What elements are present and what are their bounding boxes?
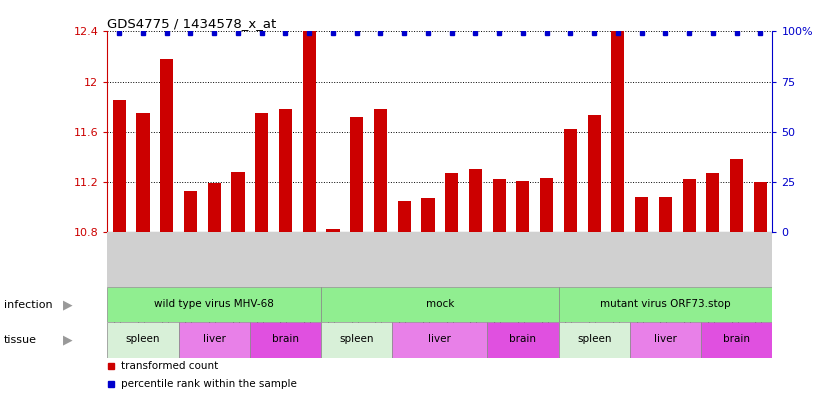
Bar — [611, 0, 624, 232]
Text: mock: mock — [425, 299, 454, 309]
Bar — [754, 182, 767, 232]
Text: percentile rank within the sample: percentile rank within the sample — [121, 379, 297, 389]
Bar — [630, 322, 701, 358]
Bar — [136, 113, 150, 232]
Text: ▶: ▶ — [63, 298, 73, 311]
Bar — [112, 100, 126, 232]
Bar — [397, 200, 411, 232]
Bar — [659, 197, 672, 232]
Bar — [682, 179, 695, 232]
Text: transformed count: transformed count — [121, 362, 218, 371]
Text: liver: liver — [429, 334, 451, 344]
Text: spleen: spleen — [339, 334, 374, 344]
Bar — [587, 116, 601, 232]
Text: wild type virus MHV-68: wild type virus MHV-68 — [154, 299, 274, 309]
Bar — [321, 287, 558, 322]
Bar — [392, 322, 487, 358]
Bar — [516, 180, 529, 232]
Text: GDS4775 / 1434578_x_at: GDS4775 / 1434578_x_at — [107, 17, 277, 30]
Bar — [730, 159, 743, 232]
Bar — [107, 287, 321, 322]
Text: tissue: tissue — [4, 335, 37, 345]
Bar — [374, 109, 387, 232]
Text: mutant virus ORF73.stop: mutant virus ORF73.stop — [601, 299, 731, 309]
Bar — [107, 322, 178, 358]
Bar — [178, 322, 250, 358]
Text: brain: brain — [272, 334, 299, 344]
Bar — [302, 13, 316, 232]
Text: spleen: spleen — [577, 334, 611, 344]
Text: brain: brain — [724, 334, 750, 344]
Bar — [160, 59, 173, 232]
Bar — [321, 322, 392, 358]
Text: liver: liver — [654, 334, 676, 344]
Bar — [706, 173, 719, 232]
Bar — [279, 109, 292, 232]
Bar — [445, 173, 458, 232]
Bar — [635, 197, 648, 232]
Bar — [492, 179, 506, 232]
Text: brain: brain — [510, 334, 536, 344]
Bar — [231, 172, 244, 232]
Bar — [421, 198, 434, 232]
Text: ▶: ▶ — [63, 333, 73, 347]
Bar — [326, 230, 339, 232]
Text: spleen: spleen — [126, 334, 160, 344]
Bar — [558, 287, 772, 322]
Bar — [255, 113, 268, 232]
Text: infection: infection — [4, 299, 53, 310]
Bar — [250, 322, 321, 358]
Bar — [469, 169, 482, 232]
Bar — [184, 191, 197, 232]
Bar — [558, 322, 630, 358]
Bar — [564, 129, 577, 232]
Bar — [487, 322, 558, 358]
Bar — [207, 183, 221, 232]
Bar — [701, 322, 772, 358]
Bar — [540, 178, 553, 232]
Text: liver: liver — [203, 334, 225, 344]
Bar — [350, 117, 363, 232]
